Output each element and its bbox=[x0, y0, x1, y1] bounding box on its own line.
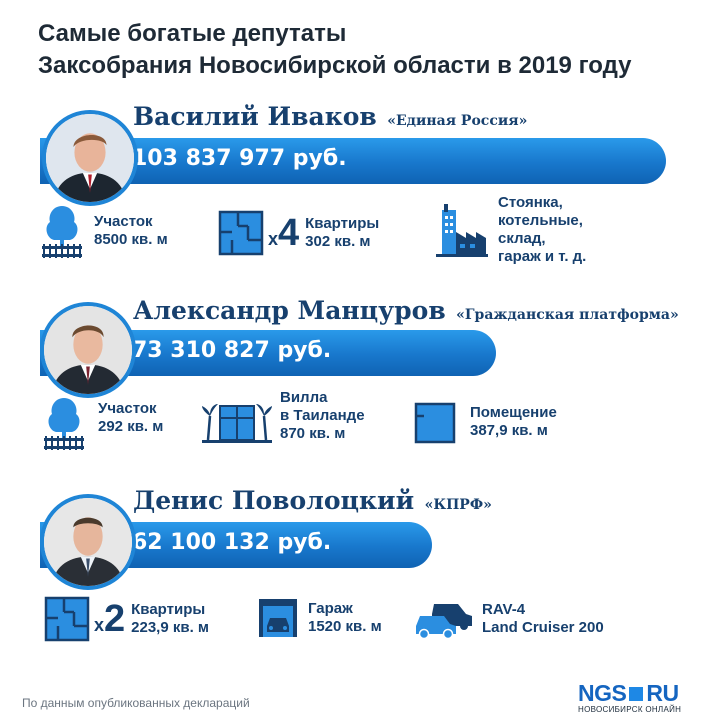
asset-line: Вилла bbox=[280, 389, 328, 406]
asset-line: RAV-4 bbox=[482, 601, 526, 618]
income-value: 62 100 132 руб. bbox=[132, 530, 332, 555]
asset-line: Помещение bbox=[470, 404, 557, 421]
land-plot-icon bbox=[42, 206, 82, 258]
avatar bbox=[40, 494, 136, 590]
premises-plan-icon bbox=[414, 402, 456, 444]
deputy-party: «Единая Россия» bbox=[387, 113, 528, 129]
deputy-name: Василий Иваков bbox=[133, 102, 377, 131]
deputy-party: «Гражданская платформа» bbox=[456, 307, 679, 323]
asset-land: Участок 8500 кв. м bbox=[42, 202, 168, 260]
asset-apartments: x 4 Квартиры 302 кв. м bbox=[218, 210, 379, 256]
source-note: По данным опубликованных деклараций bbox=[22, 696, 250, 710]
logo-left: NGS bbox=[578, 680, 627, 706]
deputy-name: Александр Манцуров bbox=[133, 296, 446, 325]
portrait-icon bbox=[46, 114, 134, 202]
deputy-card-3: Денис Поволоцкий «КПРФ» 62 100 132 руб. … bbox=[0, 482, 727, 662]
asset-line: 870 кв. м bbox=[280, 425, 346, 442]
multiplier: x 2 bbox=[94, 600, 125, 638]
industrial-buildings-icon bbox=[436, 204, 488, 257]
asset-apartments: x 2 Квартиры 223,9 кв. м bbox=[44, 596, 209, 642]
multiplier-count: 4 bbox=[278, 212, 300, 254]
asset-line: Участок bbox=[94, 213, 153, 230]
asset-line: Стоянка, bbox=[498, 194, 563, 211]
deputy-name-row: Василий Иваков «Единая Россия» bbox=[133, 102, 527, 131]
asset-line: склад, bbox=[498, 230, 546, 247]
asset-line: Квартиры bbox=[131, 601, 206, 618]
asset-industrial: Стоянка, котельные, склад, гараж и т. д. bbox=[436, 194, 586, 266]
asset-line: 8500 кв. м bbox=[94, 231, 168, 248]
deputy-card-2: Александр Манцуров «Гражданская платформ… bbox=[0, 290, 727, 480]
avatar bbox=[42, 110, 138, 206]
logo-right: RU bbox=[646, 680, 679, 706]
asset-premises: Помещение 387,9 кв. м bbox=[414, 402, 557, 444]
page-title: Самые богатые депутаты Заксобрания Новос… bbox=[38, 18, 708, 82]
income-bar: 103 837 977 руб. bbox=[40, 138, 666, 184]
asset-line: котельные, bbox=[498, 212, 583, 229]
logo-subtitle: НОВОСИБИРСК ОНЛАЙН bbox=[578, 705, 682, 714]
asset-land: Участок 292 кв. м bbox=[44, 394, 163, 452]
multiplier-x: x bbox=[268, 229, 279, 249]
asset-line: 387,9 кв. м bbox=[470, 422, 548, 439]
asset-villa: Вилла в Таиланде 870 кв. м bbox=[202, 389, 365, 446]
land-plot-icon bbox=[44, 398, 84, 450]
multiplier-x: x bbox=[94, 615, 105, 635]
asset-line: 1520 кв. м bbox=[308, 618, 382, 635]
title-line-2: Заксобрания Новосибирской области в 2019… bbox=[38, 52, 632, 79]
income-value: 73 310 827 руб. bbox=[132, 338, 332, 363]
apartment-plan-icon bbox=[218, 210, 264, 256]
portrait-icon bbox=[44, 498, 132, 586]
asset-line: Квартиры bbox=[305, 215, 380, 232]
multiplier: x 4 bbox=[268, 214, 299, 252]
villa-palms-icon bbox=[202, 404, 272, 443]
asset-garage: Гараж 1520 кв. м bbox=[258, 598, 382, 638]
deputy-party: «КПРФ» bbox=[424, 497, 492, 513]
deputy-name: Денис Поволоцкий bbox=[133, 486, 415, 515]
title-line-1: Самые богатые депутаты bbox=[38, 20, 347, 47]
asset-line: 292 кв. м bbox=[98, 418, 164, 435]
asset-line: в Таиланде bbox=[280, 407, 365, 424]
portrait-icon bbox=[44, 306, 132, 394]
garage-icon bbox=[259, 599, 297, 637]
ngs-logo[interactable]: NGS RU НОВОСИБИРСК ОНЛАЙН bbox=[578, 680, 710, 716]
avatar bbox=[40, 302, 136, 398]
deputy-card-1: Василий Иваков «Единая Россия» 103 837 9… bbox=[0, 98, 727, 288]
deputy-name-row: Денис Поволоцкий «КПРФ» bbox=[133, 486, 492, 515]
asset-cars: RAV-4 Land Cruiser 200 bbox=[414, 598, 604, 640]
asset-line: Участок bbox=[98, 400, 157, 417]
logo-wordmark: NGS RU bbox=[578, 680, 710, 707]
asset-line: 223,9 кв. м bbox=[131, 619, 210, 636]
asset-line: 302 кв. м bbox=[305, 233, 371, 250]
asset-line: Land Cruiser 200 bbox=[482, 619, 604, 636]
cars-icon bbox=[416, 604, 472, 640]
asset-line: Гараж bbox=[308, 600, 353, 617]
income-value: 103 837 977 руб. bbox=[132, 146, 347, 171]
deputy-name-row: Александр Манцуров «Гражданская платформ… bbox=[133, 296, 679, 325]
multiplier-count: 2 bbox=[104, 598, 126, 640]
asset-line: гараж и т. д. bbox=[498, 248, 587, 265]
apartment-plan-icon bbox=[44, 596, 90, 642]
logo-square-icon bbox=[629, 686, 644, 701]
